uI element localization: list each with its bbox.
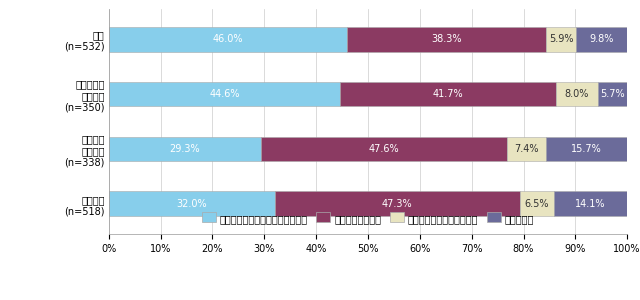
Text: 47.6%: 47.6% <box>369 144 399 154</box>
Text: 29.3%: 29.3% <box>170 144 200 154</box>
Text: 14.1%: 14.1% <box>575 199 605 209</box>
Bar <box>577 27 627 52</box>
Text: 5.7%: 5.7% <box>600 89 625 99</box>
Bar <box>109 136 260 161</box>
Text: 44.6%: 44.6% <box>209 89 239 99</box>
Text: 15.7%: 15.7% <box>571 144 602 154</box>
Text: 5.9%: 5.9% <box>549 34 573 44</box>
Text: 32.0%: 32.0% <box>177 199 207 209</box>
Bar <box>520 191 554 216</box>
Bar <box>546 136 627 161</box>
Bar <box>109 27 348 52</box>
Bar <box>275 191 520 216</box>
Text: 47.3%: 47.3% <box>382 199 413 209</box>
Bar <box>109 191 275 216</box>
Bar <box>546 27 577 52</box>
Bar <box>260 136 508 161</box>
Text: 9.8%: 9.8% <box>589 34 614 44</box>
Bar <box>109 82 340 106</box>
Bar <box>340 82 556 106</box>
Bar <box>348 27 546 52</box>
Text: 41.7%: 41.7% <box>433 89 463 99</box>
Legend: 大変厳しくなった・厳しくなった, あまり変わらない, 緩和した・非常に緩和した, わからない: 大変厳しくなった・厳しくなった, あまり変わらない, 緩和した・非常に緩和した,… <box>196 206 540 229</box>
Bar <box>556 82 598 106</box>
Text: 38.3%: 38.3% <box>431 34 462 44</box>
Text: 46.0%: 46.0% <box>212 34 243 44</box>
Bar <box>508 136 546 161</box>
Text: 6.5%: 6.5% <box>525 199 549 209</box>
Bar <box>598 82 627 106</box>
Text: 8.0%: 8.0% <box>564 89 589 99</box>
Text: 7.4%: 7.4% <box>515 144 539 154</box>
Bar <box>554 191 627 216</box>
